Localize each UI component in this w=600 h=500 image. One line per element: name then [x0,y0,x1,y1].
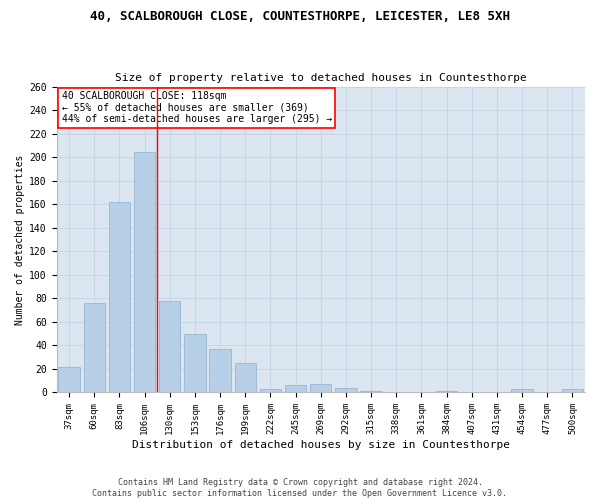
Bar [235,363,256,392]
Y-axis label: Number of detached properties: Number of detached properties [15,154,25,324]
Bar [184,334,206,392]
Text: 40, SCALBOROUGH CLOSE, COUNTESTHORPE, LEICESTER, LE8 5XH: 40, SCALBOROUGH CLOSE, COUNTESTHORPE, LE… [90,10,510,23]
Bar [285,386,306,392]
Bar [511,389,533,392]
Bar [109,202,130,392]
Bar [562,389,583,392]
X-axis label: Distribution of detached houses by size in Countesthorpe: Distribution of detached houses by size … [132,440,510,450]
Bar [134,152,155,392]
Bar [260,389,281,392]
Bar [58,366,80,392]
Text: Contains HM Land Registry data © Crown copyright and database right 2024.
Contai: Contains HM Land Registry data © Crown c… [92,478,508,498]
Bar [209,349,231,393]
Bar [159,300,181,392]
Text: 40 SCALBOROUGH CLOSE: 118sqm
← 55% of detached houses are smaller (369)
44% of s: 40 SCALBOROUGH CLOSE: 118sqm ← 55% of de… [62,91,332,124]
Bar [310,384,331,392]
Title: Size of property relative to detached houses in Countesthorpe: Size of property relative to detached ho… [115,73,527,83]
Bar [83,303,105,392]
Bar [335,388,356,392]
